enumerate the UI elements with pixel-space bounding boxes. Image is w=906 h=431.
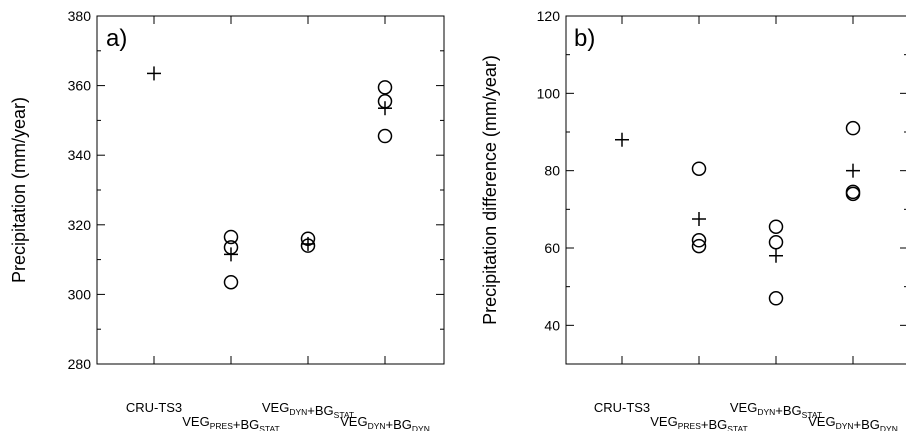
x-category-label: VEGDYN+BGSTAT xyxy=(262,400,354,420)
plot-frame xyxy=(96,15,445,365)
mean-point xyxy=(692,212,706,226)
y-tick-label: 80 xyxy=(544,163,560,179)
mean-point xyxy=(769,248,783,263)
panel-label: a) xyxy=(106,25,127,52)
y-tick-label: 320 xyxy=(68,217,92,233)
x-category-label: VEGDYN+BGDYN xyxy=(808,414,898,431)
mean-point xyxy=(224,247,238,262)
member-point xyxy=(691,161,707,176)
y-tick-label: 380 xyxy=(68,8,92,24)
member-point xyxy=(768,291,784,306)
y-tick-label: 100 xyxy=(537,85,561,101)
x-category-label: VEGDYN+BGDYN xyxy=(340,414,430,431)
mean-point xyxy=(378,101,392,116)
member-point xyxy=(845,120,861,136)
member-point xyxy=(223,229,239,245)
y-tick-label: 40 xyxy=(544,317,560,333)
x-category-label: VEGDYN+BGSTAT xyxy=(730,400,822,420)
member-point xyxy=(691,233,707,248)
y-tick-label: 60 xyxy=(544,240,560,256)
plot-frame xyxy=(565,15,906,365)
mean-point xyxy=(147,66,161,81)
member-point xyxy=(377,80,393,95)
member-point xyxy=(223,274,239,290)
member-point xyxy=(377,128,393,144)
y-tick-label: 300 xyxy=(68,286,92,302)
x-category-label: CRU-TS3 xyxy=(126,400,182,415)
member-point xyxy=(768,219,784,234)
x-category-label: VEGPRES+BGSTAT xyxy=(182,414,279,431)
mean-point xyxy=(301,236,315,251)
chart-panel-b: 406080100120CRU-TS3VEGPRES+BGSTATVEGDYN+… xyxy=(480,8,906,431)
y-axis-label: Precipitation difference (mm/year) xyxy=(480,55,500,325)
y-tick-label: 120 xyxy=(537,8,561,24)
panel-label: b) xyxy=(574,25,595,52)
y-tick-label: 360 xyxy=(68,78,92,94)
chart-panel-a: 280300320340360380CRU-TS3VEGPRES+BGSTATV… xyxy=(9,8,445,431)
x-category-label: VEGPRES+BGSTAT xyxy=(650,414,747,431)
member-point xyxy=(768,234,784,250)
mean-point xyxy=(615,132,629,147)
member-point xyxy=(845,186,861,202)
y-tick-label: 340 xyxy=(68,147,92,163)
y-axis-label: Precipitation (mm/year) xyxy=(9,97,29,283)
member-point xyxy=(691,238,707,254)
y-tick-label: 280 xyxy=(68,356,92,372)
x-category-label: CRU-TS3 xyxy=(594,400,650,415)
mean-point xyxy=(846,163,860,178)
